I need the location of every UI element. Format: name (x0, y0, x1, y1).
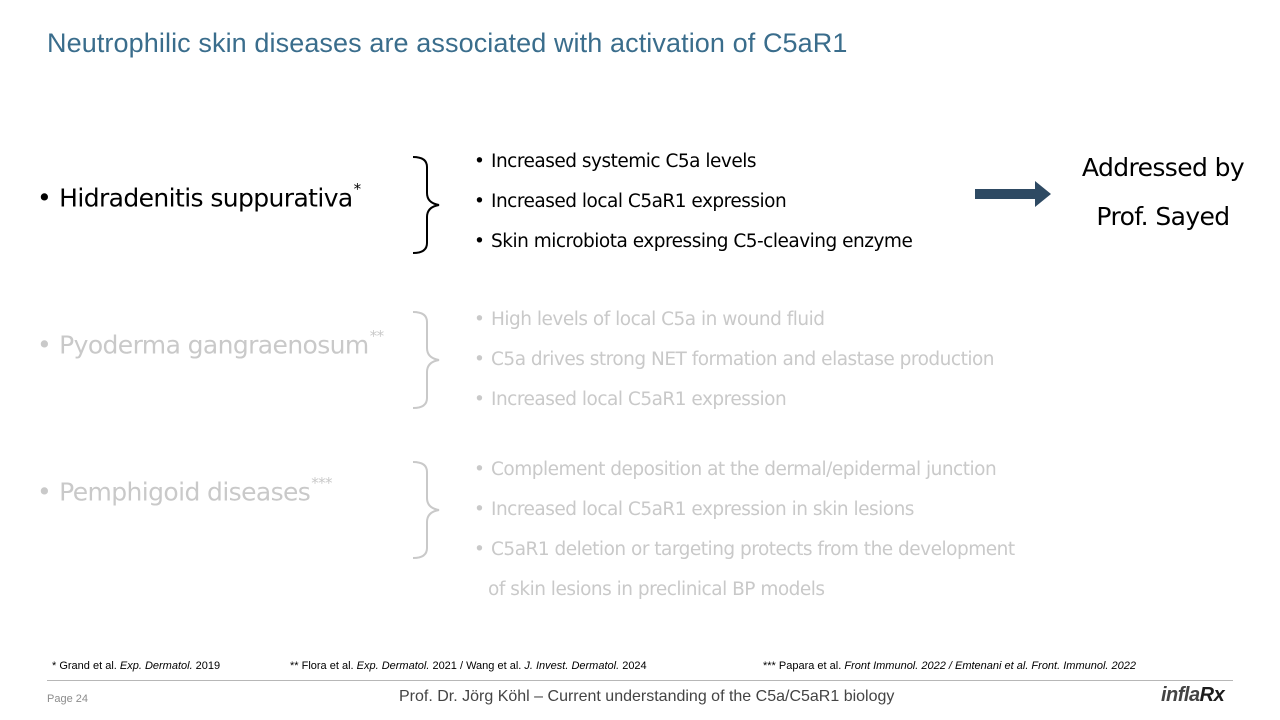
addressed-line-2: Prof. Sayed (1096, 202, 1230, 231)
reference-1: * Grand et al. Exp. Dermatol. 2019 (52, 660, 221, 672)
brace-icon (412, 311, 440, 409)
findings-list-pyoderma: • High levels of local C5a in wound fluid… (474, 308, 995, 428)
right-arrow-icon (975, 181, 1051, 207)
reference-mark: ** (369, 327, 384, 345)
findings-list-pemphigoid: • Complement deposition at the dermal/epi… (474, 458, 1015, 618)
brace-icon (412, 156, 440, 254)
finding-item: • Increased local C5aR1 expression in ski… (474, 499, 914, 520)
finding-item-continuation: of skin lesions in preclinical BP models (488, 579, 825, 600)
reference-3: *** Papara et al. Front Immunol. 2022 / … (763, 660, 1136, 672)
bullet-dot: • (37, 330, 52, 360)
bullet-dot: • (37, 477, 52, 507)
footer-divider (47, 680, 1233, 681)
finding-item: • C5a drives strong NET formation and ela… (474, 349, 995, 370)
finding-item: • Skin microbiota expressing C5-cleaving … (474, 231, 913, 252)
finding-item: • Increased local C5aR1 expression (474, 389, 787, 410)
finding-item: • Increased systemic C5a levels (474, 151, 757, 172)
finding-item: • Complement deposition at the dermal/epi… (474, 459, 997, 480)
slide-title: Neutrophilic skin diseases are associate… (47, 28, 848, 58)
findings-list-hidradenitis: • Increased systemic C5a levels • Increase… (474, 150, 913, 270)
disease-name: Pyoderma gangraenosum (59, 330, 369, 360)
addressed-line-1: Addressed by (1081, 153, 1245, 182)
disease-pemphigoid: • Pemphigoid diseases*** (37, 474, 333, 507)
disease-hidradenitis: • Hidradenitis suppurativa* (37, 180, 361, 213)
disease-pyoderma: • Pyoderma gangraenosum** (37, 327, 384, 360)
inflarx-logo: inflaRx (1161, 684, 1225, 706)
footer-text: Prof. Dr. Jörg Köhl – Current understand… (399, 688, 895, 705)
reference-mark: *** (311, 474, 332, 492)
disease-name: Pemphigoid diseases (59, 477, 311, 507)
brace-icon (412, 461, 440, 559)
disease-name: Hidradenitis suppurativa (59, 183, 353, 213)
addressed-by-note: Addressed by Prof. Sayed (1068, 143, 1258, 241)
page-number: Page 24 (47, 693, 88, 705)
bullet-dot: • (37, 183, 52, 213)
finding-item: • Increased local C5aR1 expression (474, 191, 787, 212)
reference-mark: * (353, 180, 361, 198)
finding-item: • High levels of local C5a in wound fluid (474, 309, 825, 330)
reference-2: ** Flora et al. Exp. Dermatol. 2021 / Wa… (290, 660, 647, 672)
finding-item: • C5aR1 deletion or targeting protects fr… (474, 539, 1015, 560)
